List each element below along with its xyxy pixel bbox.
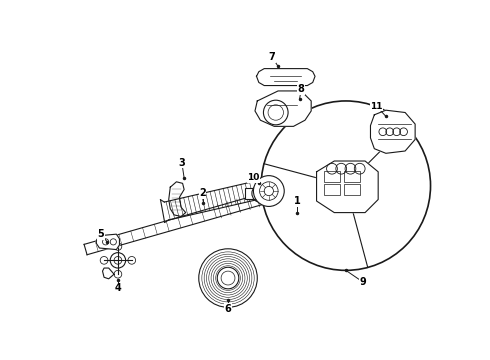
Circle shape (261, 101, 431, 270)
Circle shape (199, 249, 257, 307)
Text: 9: 9 (359, 277, 366, 287)
Polygon shape (317, 161, 378, 213)
Text: 1: 1 (294, 196, 301, 206)
Bar (324, 184, 340, 195)
Circle shape (264, 100, 288, 125)
Circle shape (329, 169, 363, 203)
Circle shape (114, 243, 122, 250)
Polygon shape (97, 234, 120, 249)
Text: 11: 11 (370, 102, 383, 111)
Polygon shape (370, 110, 415, 153)
Polygon shape (257, 69, 315, 86)
Circle shape (114, 270, 122, 278)
Text: 6: 6 (224, 304, 231, 314)
Polygon shape (102, 268, 114, 279)
Circle shape (100, 256, 108, 264)
Bar (344, 184, 360, 195)
Text: 5: 5 (98, 229, 104, 239)
Text: 7: 7 (269, 52, 275, 62)
Circle shape (253, 176, 284, 206)
Circle shape (264, 186, 273, 195)
FancyBboxPatch shape (245, 188, 262, 199)
Bar (324, 171, 340, 182)
Circle shape (217, 267, 239, 289)
Circle shape (128, 256, 136, 264)
Text: 4: 4 (115, 283, 122, 293)
Bar (344, 171, 360, 182)
Text: 2: 2 (199, 188, 206, 198)
Polygon shape (255, 91, 311, 126)
Text: 8: 8 (298, 84, 305, 94)
Text: 10: 10 (247, 174, 260, 183)
Text: 3: 3 (178, 158, 185, 167)
